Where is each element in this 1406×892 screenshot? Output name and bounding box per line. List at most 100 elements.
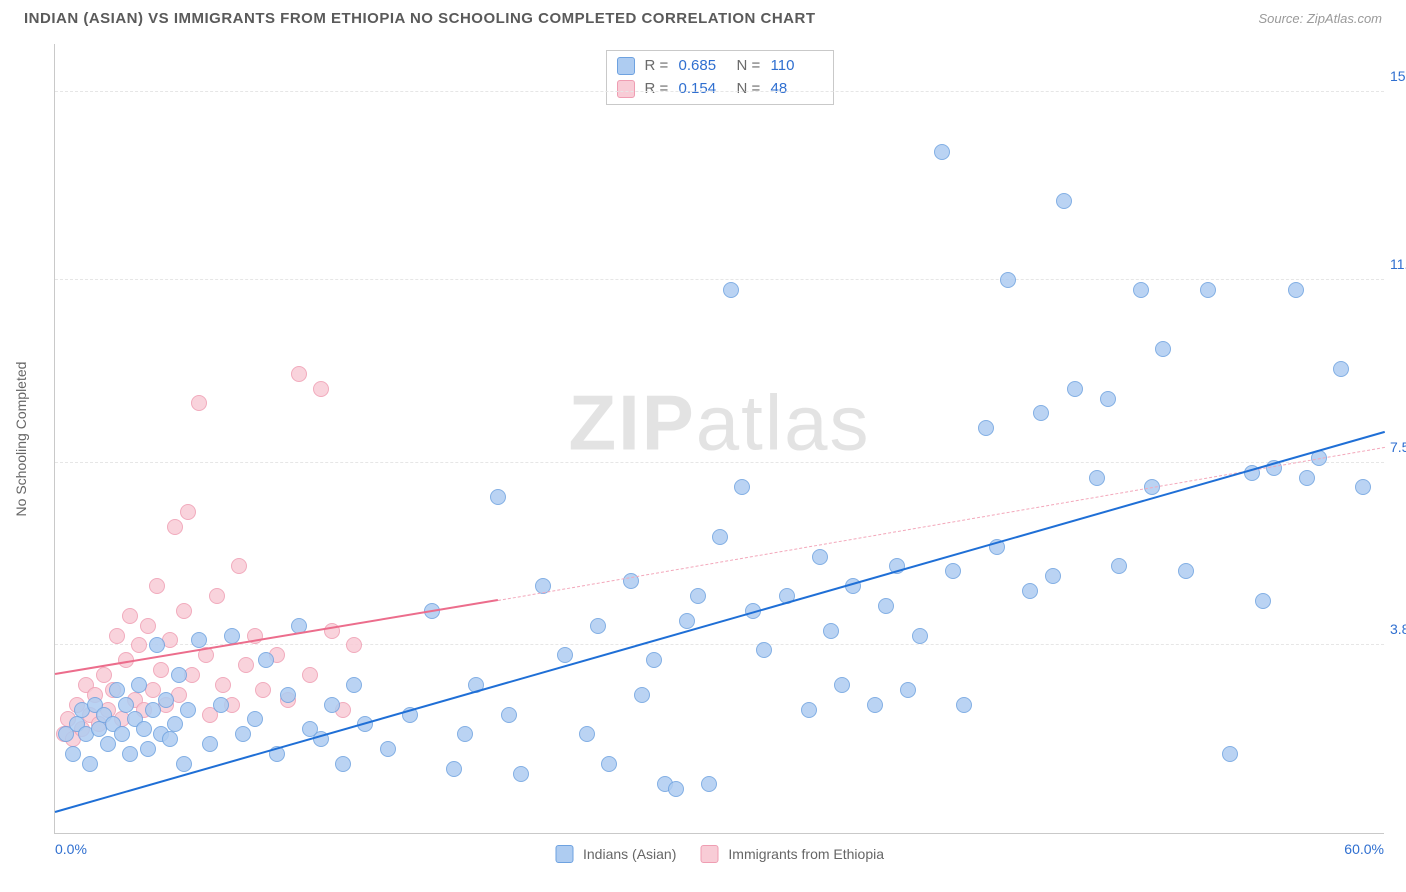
scatter-point [131, 677, 147, 693]
chart-source: Source: ZipAtlas.com [1258, 11, 1382, 26]
scatter-point [756, 642, 772, 658]
scatter-point [1333, 361, 1349, 377]
legend-row-ethiopia: R = 0.154 N = 48 [617, 78, 823, 101]
scatter-point [171, 667, 187, 683]
scatter-point [1100, 391, 1116, 407]
legend-label-ethiopia: Immigrants from Ethiopia [728, 846, 884, 862]
scatter-point [291, 366, 307, 382]
scatter-point [247, 711, 263, 727]
scatter-point [956, 697, 972, 713]
scatter-point [945, 563, 961, 579]
x-tick-label: 60.0% [1344, 841, 1384, 857]
gridline [55, 91, 1384, 92]
y-tick-label: 3.8% [1390, 621, 1406, 637]
scatter-point [149, 637, 165, 653]
scatter-point [867, 697, 883, 713]
scatter-point [140, 741, 156, 757]
scatter-point [149, 578, 165, 594]
scatter-point [446, 761, 462, 777]
r-value-indians: 0.685 [679, 55, 731, 78]
scatter-point [346, 637, 362, 653]
scatter-point [1045, 568, 1061, 584]
scatter-point [191, 395, 207, 411]
scatter-point [231, 558, 247, 574]
watermark-light: atlas [696, 378, 871, 466]
scatter-point [590, 618, 606, 634]
scatter-point [136, 721, 152, 737]
scatter-point [109, 682, 125, 698]
scatter-point [122, 608, 138, 624]
swatch-ethiopia-icon [700, 845, 718, 863]
scatter-point [1222, 746, 1238, 762]
scatter-point [878, 598, 894, 614]
scatter-point [1178, 563, 1194, 579]
scatter-point [1288, 282, 1304, 298]
scatter-point [1155, 341, 1171, 357]
scatter-point [646, 652, 662, 668]
scatter-point [934, 144, 950, 160]
scatter-point [801, 702, 817, 718]
scatter-point [167, 716, 183, 732]
gridline [55, 462, 1384, 463]
y-tick-label: 7.5% [1390, 439, 1406, 455]
scatter-point [238, 657, 254, 673]
scatter-point [513, 766, 529, 782]
scatter-point [302, 667, 318, 683]
n-value-ethiopia: 48 [771, 78, 823, 101]
scatter-point [900, 682, 916, 698]
scatter-point [65, 746, 81, 762]
scatter-point [153, 662, 169, 678]
scatter-point [346, 677, 362, 693]
scatter-point [457, 726, 473, 742]
y-axis-label: No Schooling Completed [13, 361, 29, 516]
scatter-point [734, 479, 750, 495]
scatter-point [557, 647, 573, 663]
scatter-point [1056, 193, 1072, 209]
scatter-point [712, 529, 728, 545]
scatter-point [224, 628, 240, 644]
scatter-point [140, 618, 156, 634]
legend-row-indians: R = 0.685 N = 110 [617, 55, 823, 78]
swatch-indians [617, 57, 635, 75]
scatter-point [82, 756, 98, 772]
scatter-point [215, 677, 231, 693]
scatter-point [180, 702, 196, 718]
scatter-point [202, 736, 218, 752]
scatter-point [258, 652, 274, 668]
scatter-point [380, 741, 396, 757]
n-value-indians: 110 [771, 55, 823, 78]
scatter-point [690, 588, 706, 604]
swatch-indians-icon [555, 845, 573, 863]
scatter-point [823, 623, 839, 639]
scatter-point [634, 687, 650, 703]
chart-header: INDIAN (ASIAN) VS IMMIGRANTS FROM ETHIOP… [0, 0, 1406, 31]
scatter-point [167, 519, 183, 535]
scatter-point [180, 504, 196, 520]
scatter-point [679, 613, 695, 629]
scatter-point [114, 726, 130, 742]
scatter-point [1022, 583, 1038, 599]
chart-title: INDIAN (ASIAN) VS IMMIGRANTS FROM ETHIOP… [24, 10, 816, 27]
n-label: N = [737, 55, 765, 78]
scatter-point [335, 756, 351, 772]
correlation-legend: R = 0.685 N = 110 R = 0.154 N = 48 [606, 50, 834, 105]
scatter-point [162, 731, 178, 747]
scatter-point [1000, 272, 1016, 288]
r-label: R = [645, 78, 673, 101]
scatter-point [176, 603, 192, 619]
scatter-point [1255, 593, 1271, 609]
scatter-point [1133, 282, 1149, 298]
scatter-point [1111, 558, 1127, 574]
scatter-point [255, 682, 271, 698]
scatter-point [1089, 470, 1105, 486]
watermark: ZIPatlas [568, 377, 870, 468]
legend-label-indians: Indians (Asian) [583, 846, 676, 862]
scatter-point [701, 776, 717, 792]
scatter-point [176, 756, 192, 772]
scatter-point [158, 692, 174, 708]
gridline [55, 279, 1384, 280]
scatter-point [131, 637, 147, 653]
scatter-point [122, 746, 138, 762]
scatter-point [723, 282, 739, 298]
scatter-point [1355, 479, 1371, 495]
